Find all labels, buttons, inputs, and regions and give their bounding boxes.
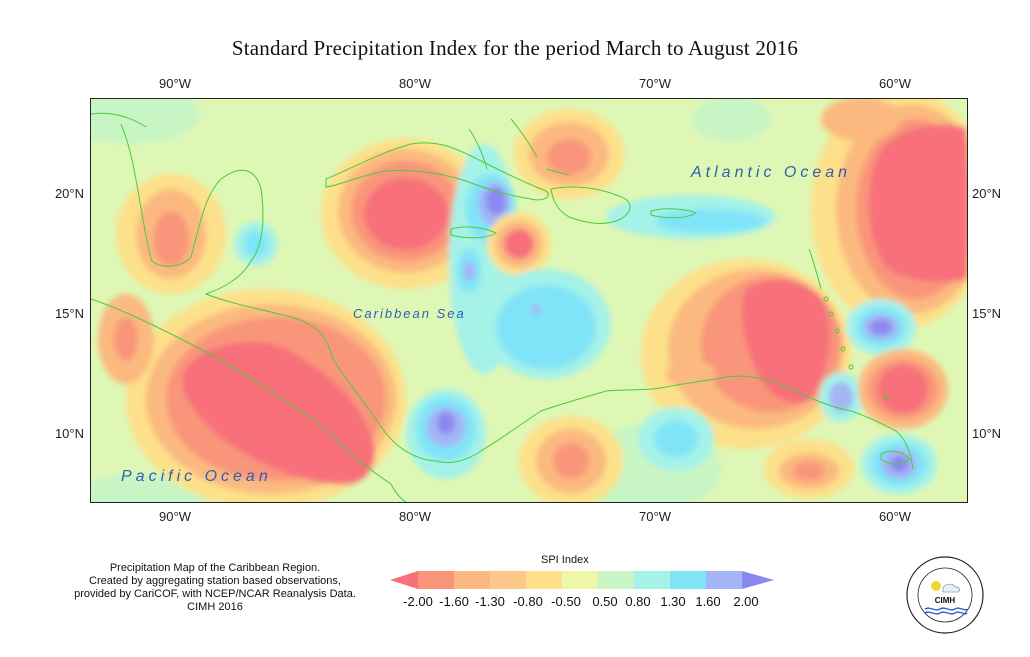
- legend-label: -2.00: [403, 594, 433, 609]
- lon-tick-top-90w: 90°W: [159, 76, 191, 91]
- legend-swatch-2: [454, 571, 490, 589]
- spi-map: [90, 98, 968, 503]
- legend-swatch-1: [418, 571, 454, 589]
- pacific-ocean-label: Pacific Ocean: [121, 468, 272, 485]
- legend-swatch-5: [562, 571, 598, 589]
- lon-tick-top-60w: 60°W: [879, 76, 911, 91]
- spi-contours: [91, 99, 967, 502]
- coastlines: [91, 112, 914, 502]
- legend-swatch-9: [706, 571, 742, 589]
- lon-tick-top-70w: 70°W: [639, 76, 671, 91]
- legend-label: -0.50: [551, 594, 581, 609]
- wave-icon: [924, 607, 968, 611]
- lon-tick-bottom-90w: 90°W: [159, 509, 191, 524]
- lon-tick-bottom-70w: 70°W: [639, 509, 671, 524]
- lat-tick-right-20n: 20°N: [972, 186, 1002, 201]
- lon-tick-bottom-60w: 60°W: [879, 509, 911, 524]
- legend-label: -0.80: [513, 594, 543, 609]
- lat-tick-right-10n: 10°N: [972, 426, 1002, 441]
- legend-label: 1.30: [660, 594, 686, 609]
- lat-tick-left-15n: 15°N: [54, 306, 84, 321]
- logo-text: CIMH: [935, 596, 956, 605]
- legend-swatch-7: [634, 571, 670, 589]
- legend-label: 0.50: [592, 594, 618, 609]
- legend-title: SPI Index: [541, 554, 589, 566]
- lat-tick-right-15n: 15°N: [972, 306, 1002, 321]
- caption-line-1: Precipitation Map of the Caribbean Regio…: [109, 562, 321, 574]
- legend-label: 1.60: [695, 594, 721, 609]
- caption-line-4: CIMH 2016: [187, 601, 243, 613]
- lat-tick-left-10n: 10°N: [54, 426, 84, 441]
- legend-label: 0.80: [625, 594, 651, 609]
- cloud-icon: [942, 583, 960, 593]
- legend-color-bar: [390, 571, 774, 589]
- legend-label: -1.60: [439, 594, 469, 609]
- legend-swatch-3: [490, 571, 526, 589]
- lat-tick-left-20n: 20°N: [54, 186, 84, 201]
- sun-icon: [931, 581, 941, 591]
- legend-swatch-8: [670, 571, 706, 589]
- legend-arrow-right: [742, 571, 774, 589]
- cimh-logo: CIMH: [906, 556, 984, 634]
- caption-line-3: provided by CariCOF, with NCEP/NCAR Rean…: [74, 588, 356, 600]
- legend-swatch-4: [526, 571, 562, 589]
- caribbean-sea-label: Caribbean Sea: [353, 306, 466, 321]
- legend-label: -1.30: [475, 594, 505, 609]
- map-title: Standard Precipitation Index for the per…: [231, 36, 799, 60]
- legend-label: 2.00: [733, 594, 759, 609]
- lon-tick-top-80w: 80°W: [399, 76, 431, 91]
- lon-tick-bottom-80w: 80°W: [399, 509, 431, 524]
- spi-map-canvas: [91, 99, 967, 502]
- map-caption: Precipitation Map of the Caribbean Regio…: [60, 562, 370, 614]
- legend-arrow-left: [390, 571, 418, 589]
- wave-icon: [924, 611, 968, 615]
- caption-line-2: Created by aggregating station based obs…: [89, 575, 341, 587]
- atlantic-ocean-label: Atlantic Ocean: [691, 164, 852, 181]
- legend-swatch-6: [598, 571, 634, 589]
